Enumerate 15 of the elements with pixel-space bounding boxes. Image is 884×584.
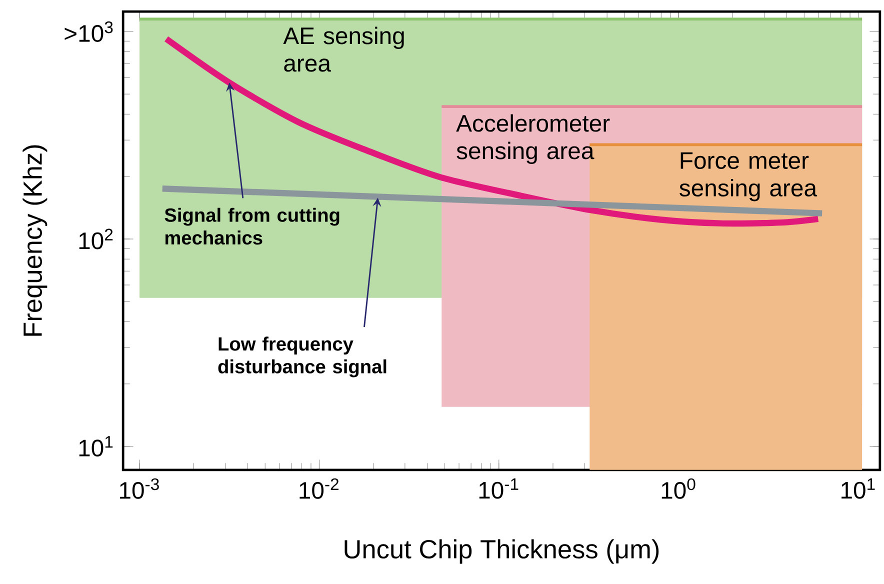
y-axis-title: Frequency (Khz)	[22, 145, 48, 336]
x-tick-label: 10$^{-1}$	[479, 478, 518, 499]
series-label: Force meter sensing area	[680, 152, 818, 202]
annotation: Signal from cutting mechanics	[164, 208, 340, 245]
x-tick-label: 10$^{-3}$	[120, 478, 159, 499]
y-tick-label: >10$^{3}$	[64, 21, 113, 42]
series-label: AE sensing area	[283, 26, 404, 72]
series-label: Accelerometer sensing area	[456, 114, 610, 164]
x-tick-label: 10$^{-2}$	[300, 478, 339, 499]
y-tick-label: 10$^{2}$	[79, 228, 113, 250]
x-tick-label: 10$^{0}$	[662, 478, 696, 499]
annotation: Low frequency disturbance signal	[218, 336, 386, 378]
x-tick-label: 10$^{1}$	[842, 478, 875, 499]
y-tick-label: 10$^{1}$	[79, 436, 113, 456]
x-axis-title: Uncut Chip Thickness (μm)	[344, 539, 659, 564]
